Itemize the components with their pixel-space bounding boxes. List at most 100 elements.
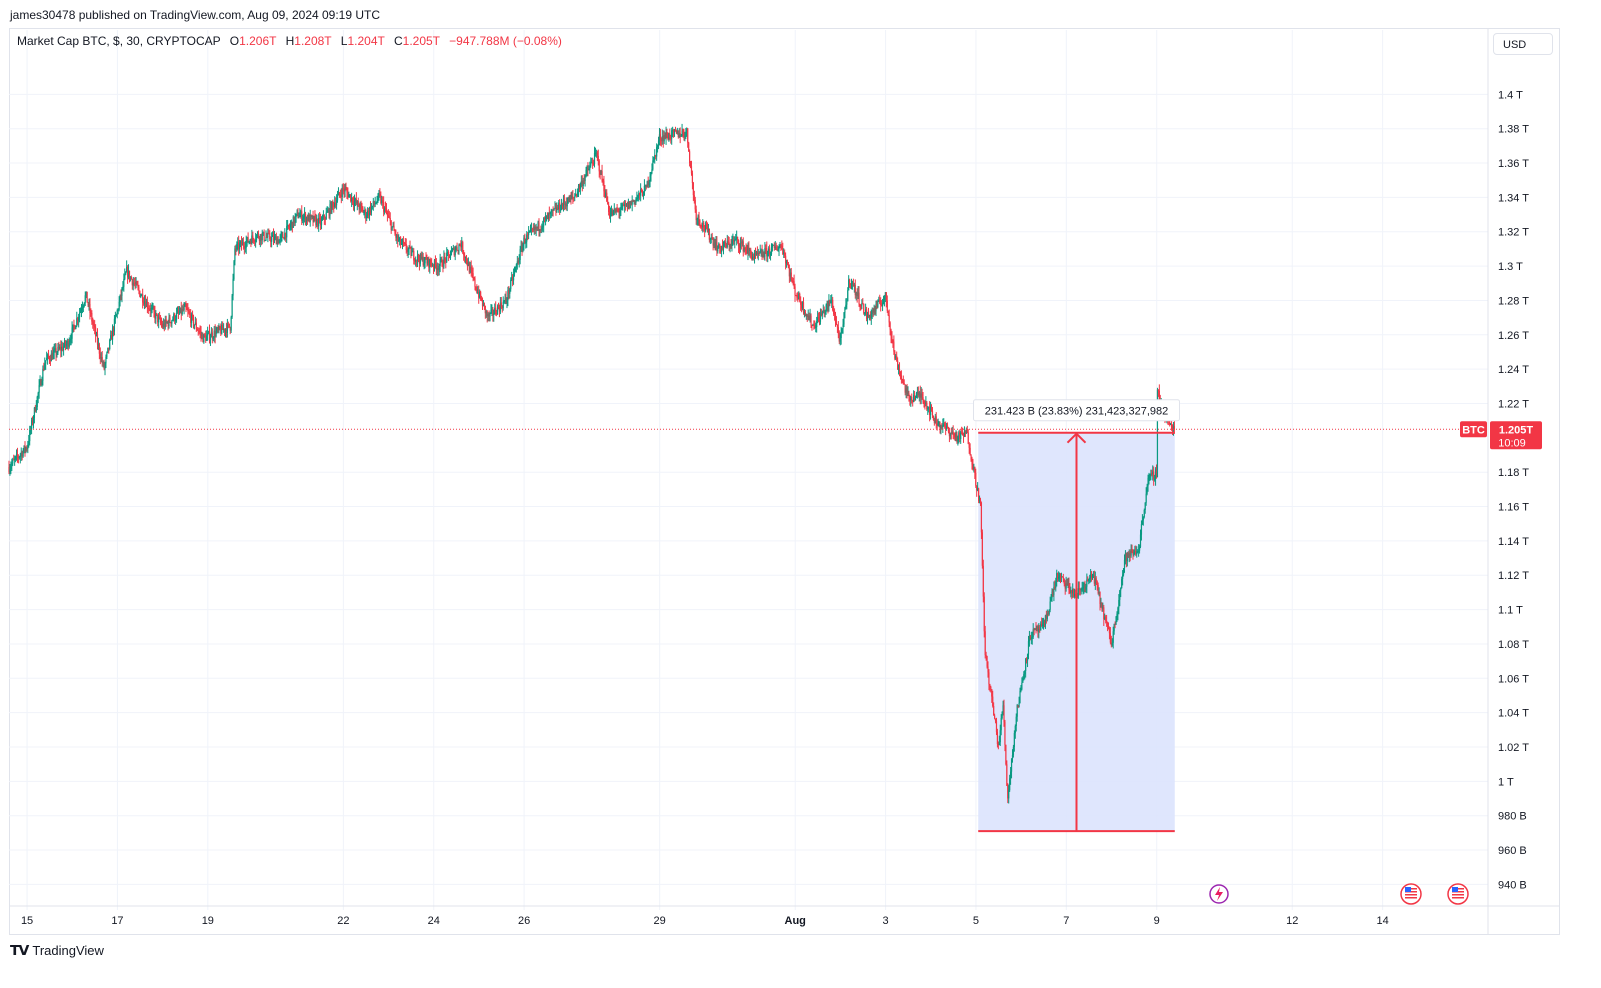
y-tick-label: 1.28 T (1498, 295, 1529, 307)
candle-body (305, 217, 308, 222)
candle-body (141, 294, 143, 296)
candle-body (69, 339, 71, 343)
candle-body (364, 210, 366, 213)
candle-body (142, 294, 144, 303)
candle-body (1139, 534, 1142, 547)
legend-symbol: Market Cap BTC, $, 30, CRYPTOCAP (17, 34, 221, 48)
candle-body (228, 323, 230, 328)
candle-body (492, 309, 494, 315)
candle-body (772, 244, 774, 246)
candle-body (779, 245, 781, 247)
candle-body (972, 464, 974, 470)
candle-body (856, 292, 858, 296)
candle-body (1171, 428, 1174, 431)
candle-body (730, 244, 732, 247)
candle-body (270, 239, 272, 242)
candle-body (243, 245, 245, 249)
candle-body (974, 467, 976, 473)
candle-body (225, 329, 228, 333)
chart-pane[interactable] (9, 28, 1560, 935)
candle-body (721, 246, 724, 250)
candle-body (29, 430, 31, 442)
candle-body (24, 445, 26, 451)
candle-body (1126, 552, 1128, 562)
candle-body (608, 211, 611, 217)
candle-body (849, 283, 852, 285)
candle-body (646, 181, 648, 188)
candle-body (419, 254, 421, 264)
candle-body (635, 198, 637, 203)
candle-body (791, 279, 793, 281)
candle-body (480, 299, 483, 301)
lightning-event-icon-bolt (1215, 887, 1223, 901)
candle-body (585, 169, 587, 176)
candle-body (488, 314, 490, 317)
candle-body (255, 239, 257, 242)
candle-body (929, 406, 931, 415)
candle-body (25, 447, 27, 451)
candle-body (1043, 621, 1046, 626)
candle-body (300, 211, 302, 215)
candle-body (287, 225, 290, 228)
candle-body (179, 307, 181, 313)
candle-body (511, 277, 513, 280)
candle-body (667, 136, 669, 140)
candle-body (216, 328, 218, 332)
candle-body (640, 189, 642, 196)
candle-body (976, 485, 978, 491)
candle-body (1044, 615, 1047, 626)
candle-body (1015, 716, 1017, 727)
candle-body (606, 192, 608, 202)
candle-body (181, 309, 183, 315)
candle-body (297, 212, 299, 218)
candle-body (762, 255, 764, 257)
candle-body (572, 195, 574, 198)
candle-body (782, 248, 784, 255)
candle-body (445, 258, 447, 262)
candle-body (556, 207, 558, 212)
candle-body (593, 153, 596, 165)
candle-body (984, 631, 986, 655)
candle-body (759, 250, 761, 254)
candle-body (1031, 637, 1033, 639)
candle-body (258, 237, 261, 241)
candle-body (347, 192, 349, 198)
candle-body (124, 274, 126, 279)
candle-body (174, 314, 176, 321)
candle-body (326, 211, 328, 213)
candle-body (262, 231, 264, 235)
candle-body (57, 346, 59, 353)
candle-body (685, 131, 687, 137)
candle-body (1089, 577, 1091, 579)
candle-body (1093, 575, 1095, 584)
candle-body (370, 206, 373, 213)
candle-body (357, 201, 359, 207)
candle-body (637, 195, 639, 199)
candle-body (9, 468, 11, 473)
candle-body (1042, 624, 1044, 626)
candle-body (615, 209, 617, 213)
legend-low-value: 1.204T (347, 34, 385, 48)
candle-body (1125, 553, 1127, 562)
candle-body (1029, 635, 1031, 640)
candle-body (833, 313, 836, 315)
tradingview-footer[interactable]: 𝗧𝗩 TradingView (10, 942, 104, 959)
candle-body (32, 417, 35, 424)
candle-body (1046, 613, 1048, 619)
candle-body (921, 393, 923, 398)
candle-body (33, 407, 36, 418)
candle-body (1074, 594, 1076, 597)
candle-body (852, 282, 854, 287)
candle-body (901, 378, 903, 380)
candle-body (551, 209, 553, 211)
candle-body (353, 201, 356, 205)
candle-body (560, 203, 563, 210)
candle-body (544, 218, 546, 220)
candle-body (1132, 552, 1134, 555)
candle-body (223, 328, 225, 330)
candle-body (1094, 578, 1096, 584)
currency-button[interactable]: USD (1493, 33, 1553, 55)
candle-body (990, 686, 992, 690)
candle-body (1172, 426, 1175, 431)
